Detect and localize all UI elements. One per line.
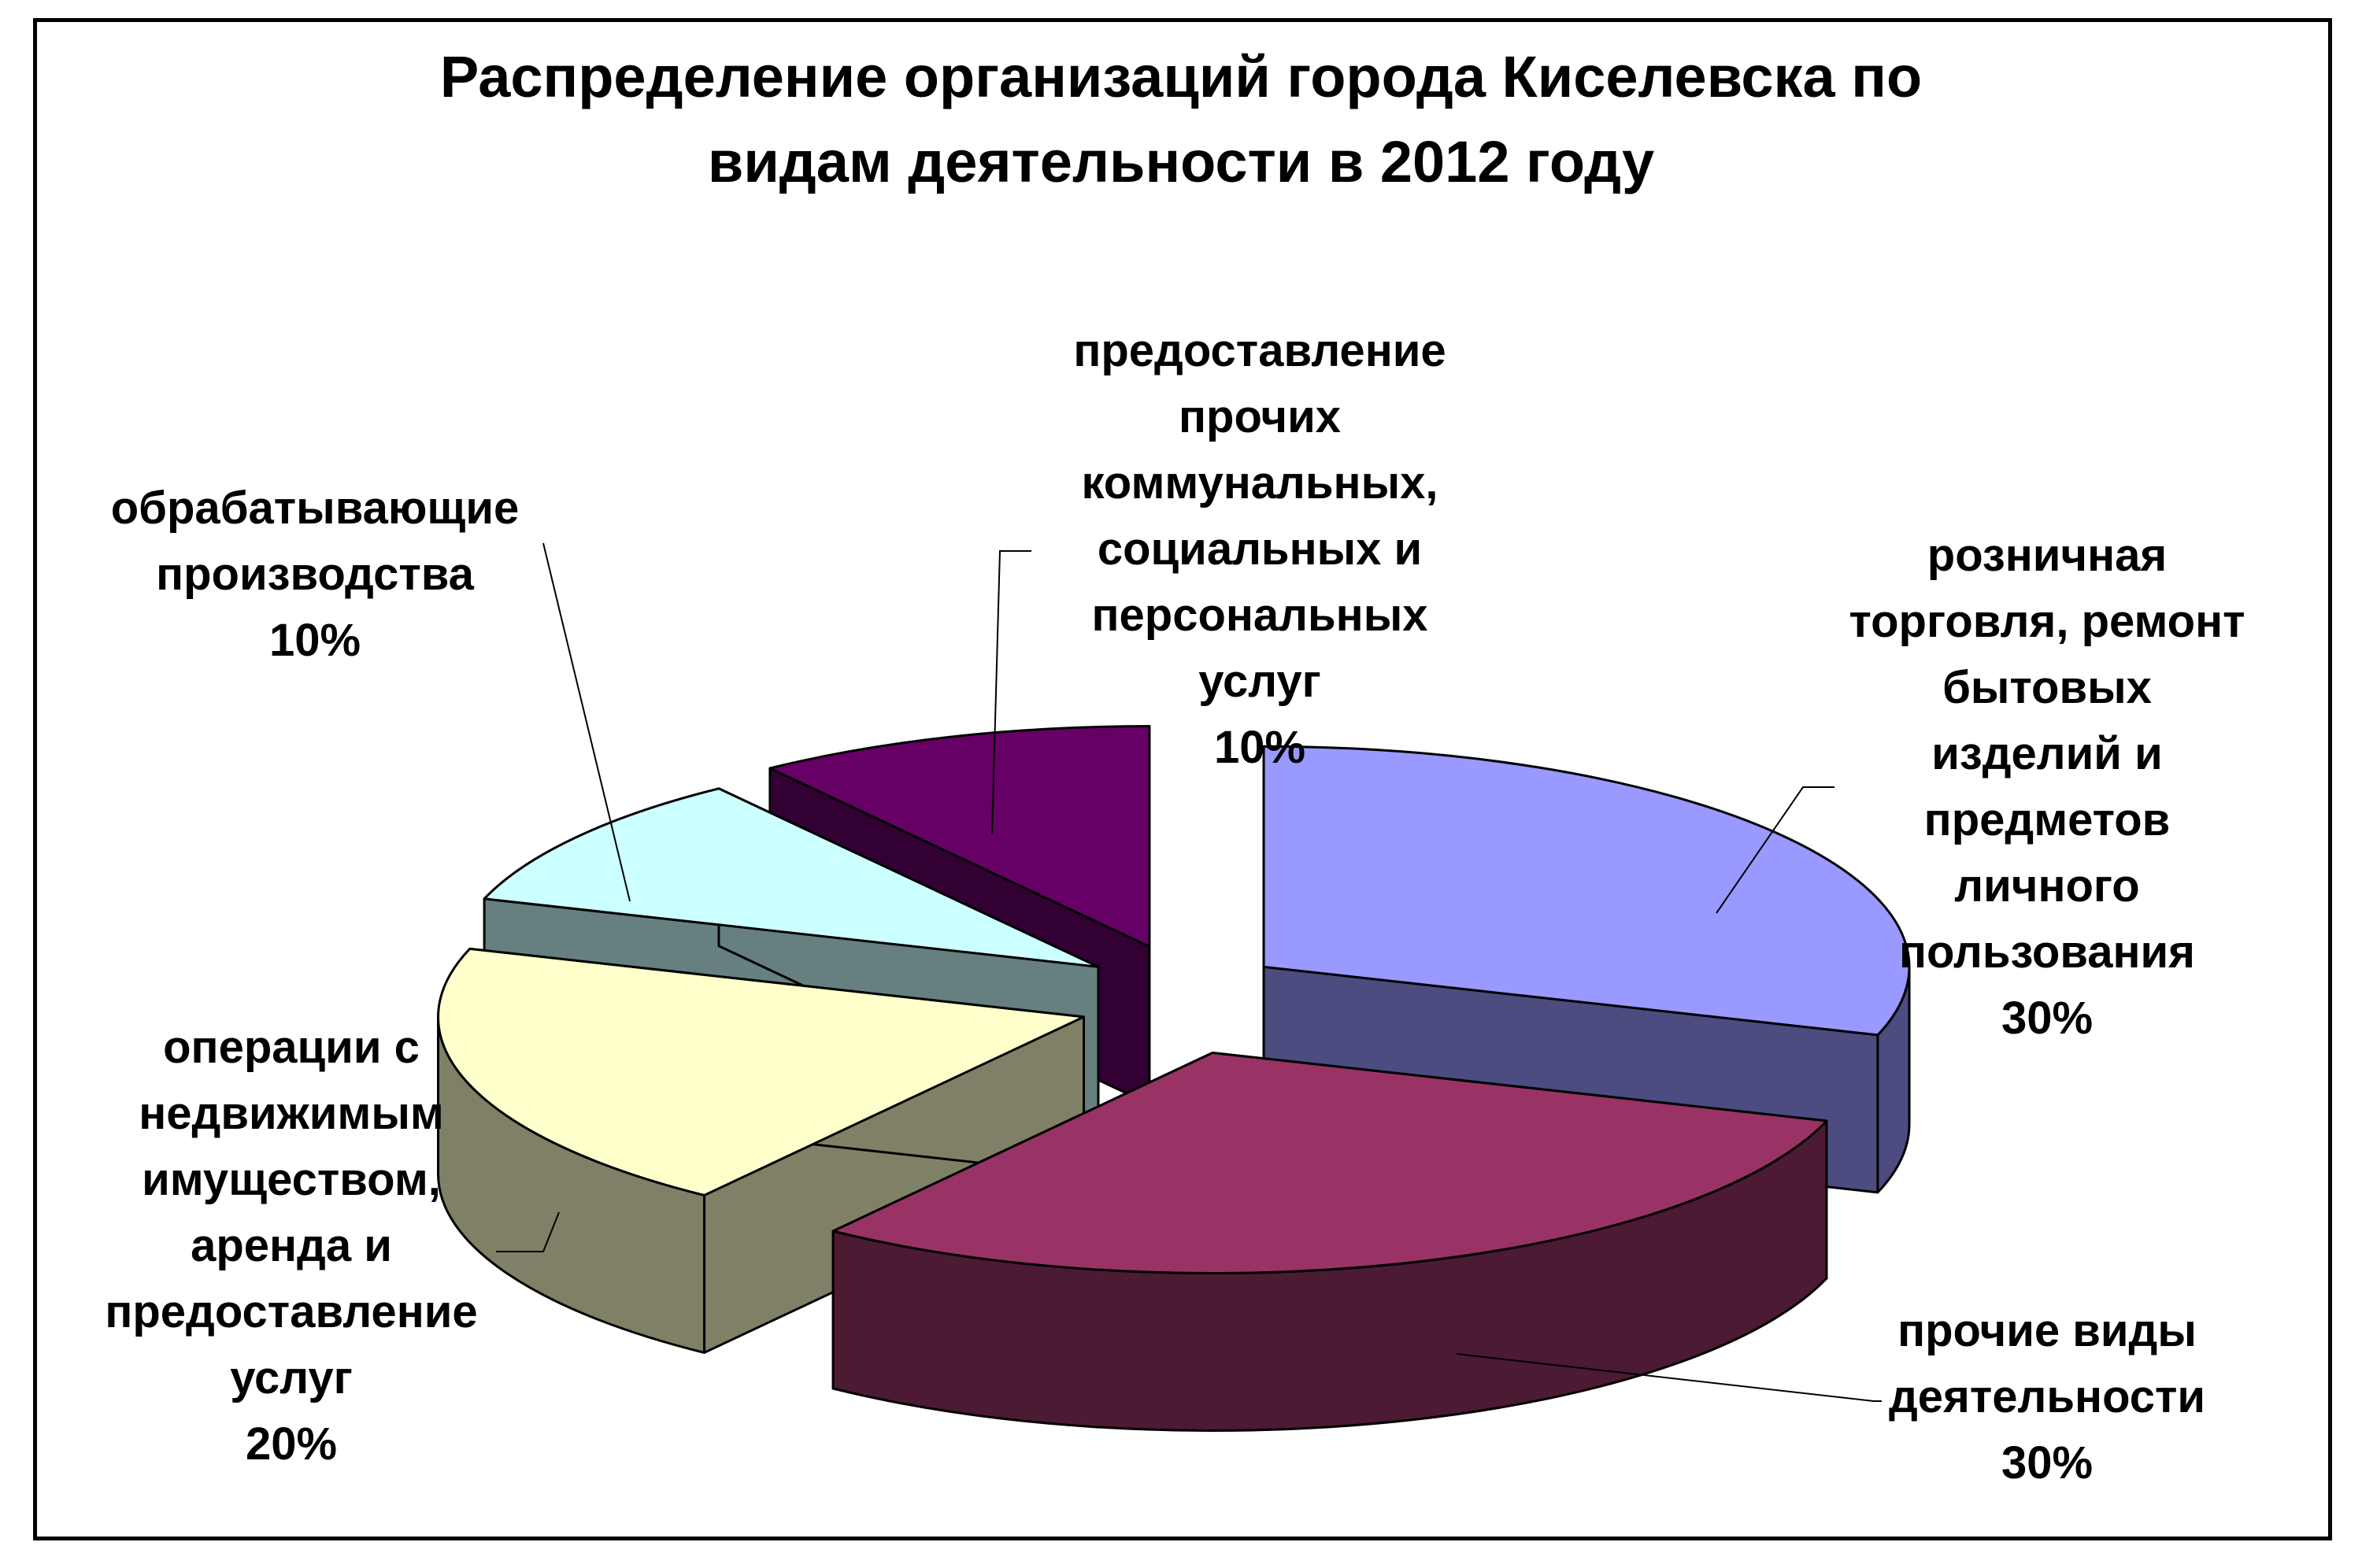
- slice-label-line: коммунальных,: [1082, 457, 1438, 508]
- pie-slice: [437, 947, 1086, 1354]
- slice-label-line: прочих: [1179, 391, 1341, 442]
- pie-slice-top: [768, 725, 1151, 949]
- slice-label-line: персональных: [1091, 590, 1427, 641]
- slice-label-line: обрабатывающие: [111, 483, 520, 534]
- chart-title-line: Распределение организаций города Киселев…: [440, 44, 1922, 109]
- pie-slice-top: [483, 787, 1100, 968]
- slice-label-line: услуг: [1198, 656, 1321, 707]
- slice-label-line: услуг: [230, 1352, 353, 1403]
- slice-value-label: 30%: [2001, 1437, 2093, 1488]
- slice-labels: розничная торговля, ремонт бытовых изделий …: [105, 325, 2245, 1488]
- slice-value-label: 10%: [1214, 722, 1305, 773]
- leader-line: [542, 542, 631, 902]
- slice-label: предоставление прочих коммунальных, социаль…: [1073, 325, 1446, 773]
- pie-slice-top: [1262, 745, 1911, 1037]
- slice-label-line: торговля, ремонт: [1849, 596, 2245, 647]
- slice-label-line: имуществом,: [142, 1154, 441, 1205]
- chart-title-line: видам деятельности в 2012 году: [708, 129, 1654, 194]
- pie-slice: [831, 1051, 1828, 1432]
- slice-label-line: прочие виды: [1897, 1305, 2197, 1356]
- slice-label-line: пользования: [1899, 926, 2195, 978]
- leader-line: [1456, 1353, 1882, 1402]
- leader-lines: [496, 542, 1882, 1402]
- slice-value-label: 30%: [2001, 993, 2093, 1044]
- slice-label-line: операции с: [163, 1022, 420, 1073]
- slice-value-label: 10%: [269, 615, 361, 666]
- chart-title: Распределение организаций города Киселев…: [440, 44, 1922, 194]
- slice-label-line: социальных и: [1098, 523, 1422, 575]
- slice-label-line: производства: [156, 549, 475, 600]
- slice-label: розничная торговля, ремонт бытовых изделий …: [1849, 530, 2245, 1044]
- slice-label-line: деятельности: [1889, 1371, 2205, 1422]
- slice-label-line: предоставление: [1073, 325, 1446, 376]
- leader-line: [496, 1211, 560, 1252]
- slice-label: прочие виды деятельности 30%: [1889, 1305, 2205, 1488]
- slice-label: обрабатывающие производства 10%: [111, 483, 520, 666]
- pie-slice-top: [437, 947, 1086, 1196]
- leader-line: [1716, 786, 1834, 914]
- slice-label-line: личного: [1954, 860, 2139, 912]
- slice-label-line: розничная: [1927, 530, 2167, 581]
- slice-label-line: недвижимым: [139, 1088, 444, 1139]
- pie-slices: [437, 725, 1911, 1432]
- pie-slice-top: [831, 1051, 1828, 1274]
- slice-label-line: аренда и: [191, 1220, 392, 1271]
- leader-line: [991, 550, 1031, 835]
- slice-label-line: предоставление: [105, 1286, 477, 1337]
- slice-label-line: предметов: [1924, 794, 2171, 845]
- slice-label-line: бытовых: [1942, 662, 2152, 713]
- slice-label-line: изделий и: [1931, 728, 2162, 779]
- slice-label: операции с недвижимым имуществом, аренда и п…: [105, 1022, 477, 1470]
- slice-value-label: 20%: [246, 1418, 337, 1470]
